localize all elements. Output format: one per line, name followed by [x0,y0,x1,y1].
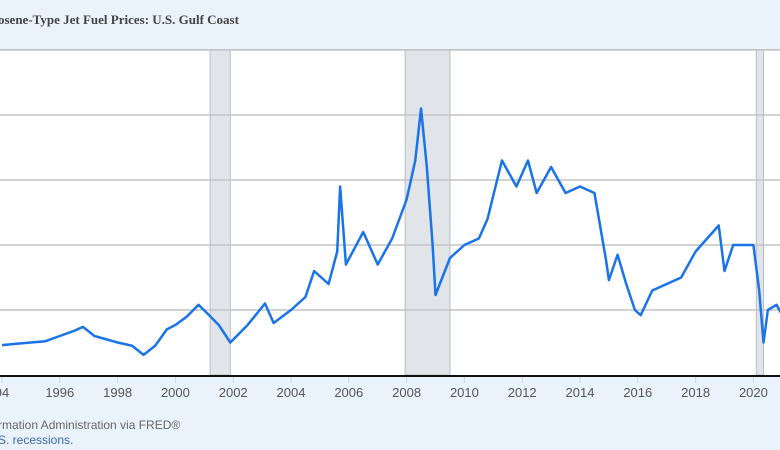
x-tick-label: 94 [0,385,9,400]
chart: 94 1996 1998 2000 2002 2004 2006 2008 2010 2012 20… [0,49,780,400]
x-tick-label: 2002 [219,385,248,400]
series-line [1,107,780,357]
x-tick-label: 2004 [277,385,306,400]
x-tick-label: 2018 [681,385,710,400]
plot-area [0,50,780,375]
x-tick-label: 2012 [508,385,537,400]
x-tick-label: 2016 [623,385,652,400]
x-tick-label: 2000 [161,385,190,400]
recession-band [404,49,451,376]
chart-title: osene-Type Jet Fuel Prices: U.S. Gulf Co… [0,12,239,27]
x-tick-label: 2006 [334,385,363,400]
x-tick-label: 2008 [392,385,421,400]
x-tick-label: 2014 [566,385,595,400]
x-tick-label: 1998 [103,385,132,400]
source-note: rmation Administration via FRED® [0,418,181,432]
x-tick-label: 1996 [45,385,74,400]
recessions-link[interactable]: S. recessions. [0,433,74,447]
x-tick-label: 2010 [450,385,479,400]
x-tick-label: 2020 [739,385,768,400]
